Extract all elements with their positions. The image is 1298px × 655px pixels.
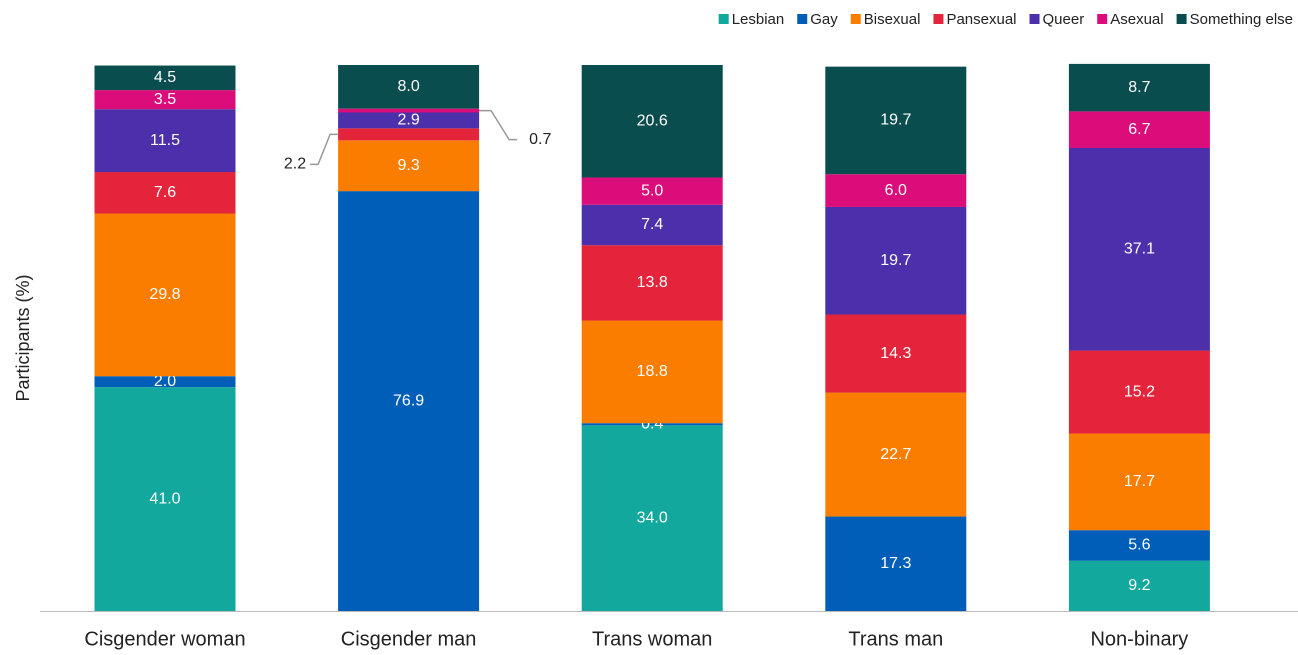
bar-segment <box>94 90 236 110</box>
x-tick-label: Trans woman <box>592 628 712 650</box>
legend-swatch <box>1029 14 1040 24</box>
bar-segment <box>825 174 967 207</box>
legend-swatch <box>718 14 729 24</box>
value-label: 76.9 <box>393 392 424 409</box>
bar-segment <box>338 112 480 129</box>
bar-segment <box>825 516 967 611</box>
value-label: 41.0 <box>149 490 180 507</box>
y-axis-label: Participants (%) <box>13 274 33 401</box>
leader-line <box>479 109 518 141</box>
bar-segment <box>581 320 723 424</box>
value-label: 11.5 <box>150 132 180 149</box>
bar-segment <box>1068 433 1210 531</box>
x-tick-label: Cisgender woman <box>84 628 245 650</box>
legend-label: Queer <box>1043 11 1085 28</box>
bar-segment <box>338 140 480 192</box>
legend-label: Bisexual <box>864 11 921 28</box>
bar-segment <box>1068 530 1210 561</box>
bar-segment <box>1068 63 1210 112</box>
value-label: 19.7 <box>880 252 911 269</box>
bar-segment <box>1068 560 1210 611</box>
value-label: 9.3 <box>397 157 419 174</box>
bar-segment <box>825 206 967 315</box>
value-label: 8.7 <box>1128 79 1150 96</box>
bar-segment <box>1068 111 1210 148</box>
value-label: 2.2 <box>284 156 306 173</box>
legend-swatch <box>933 14 944 24</box>
bar-segment <box>581 423 723 426</box>
bar-segment <box>825 66 967 175</box>
value-label: 5.6 <box>1128 537 1150 554</box>
legend-label: Something else <box>1190 11 1293 28</box>
bar-segment <box>581 245 723 321</box>
value-label: 8.0 <box>397 78 419 95</box>
legend-swatch <box>850 14 861 24</box>
x-tick-label: Trans man <box>848 628 943 650</box>
x-tick-label: Cisgender man <box>341 628 477 650</box>
value-label: 20.6 <box>637 112 668 129</box>
value-label: 6.0 <box>885 182 907 199</box>
bar-segment <box>338 108 480 113</box>
bar-segment <box>581 425 723 611</box>
bar-segment <box>825 392 967 517</box>
legend-swatch <box>797 14 808 24</box>
value-label: 5.0 <box>641 182 663 199</box>
value-label: 29.8 <box>149 286 180 303</box>
value-label: 7.6 <box>154 184 176 201</box>
bar-segment <box>338 65 480 109</box>
value-label: 14.3 <box>880 345 911 362</box>
value-label: 19.7 <box>880 112 911 129</box>
legend-label: Pansexual <box>946 11 1016 28</box>
value-label: 18.8 <box>637 363 668 380</box>
value-label: 0.7 <box>529 131 551 148</box>
value-label: 6.7 <box>1128 121 1150 138</box>
bar-segment <box>581 65 723 178</box>
bar-segment <box>581 177 723 205</box>
bar-segment <box>1068 147 1210 351</box>
bar-segment <box>581 204 723 246</box>
legend-swatch <box>1097 14 1108 24</box>
value-label: 4.5 <box>154 69 176 86</box>
legend-label: Lesbian <box>732 11 785 28</box>
legend-label: Asexual <box>1110 11 1163 28</box>
bar-segment <box>94 387 236 611</box>
bar-segment <box>94 376 236 388</box>
bar-segment <box>825 314 967 393</box>
bar-segment <box>338 128 480 141</box>
value-label: 15.2 <box>1124 383 1155 400</box>
value-label: 2.9 <box>397 112 419 129</box>
leader-line <box>310 133 339 166</box>
bar-segment <box>94 213 236 377</box>
value-label: 2.0 <box>154 373 176 390</box>
x-tick-label: Non-binary <box>1090 628 1188 650</box>
value-label: 22.7 <box>880 446 911 463</box>
value-label: 7.4 <box>641 216 663 233</box>
value-label: 13.8 <box>637 274 668 291</box>
legend-label: Gay <box>810 11 838 28</box>
bar-segment <box>94 109 236 173</box>
value-label: 34.0 <box>637 509 668 526</box>
bar-segment <box>94 65 236 91</box>
value-label: 37.1 <box>1124 240 1155 257</box>
bar-segment <box>1068 350 1210 434</box>
value-label: 3.5 <box>154 91 176 108</box>
bar-segment <box>94 172 236 214</box>
value-label: 17.3 <box>880 555 911 572</box>
value-label: 9.2 <box>1128 577 1150 594</box>
bar-segment <box>338 191 480 611</box>
value-label: 17.7 <box>1124 473 1155 490</box>
legend-swatch <box>1176 14 1187 24</box>
